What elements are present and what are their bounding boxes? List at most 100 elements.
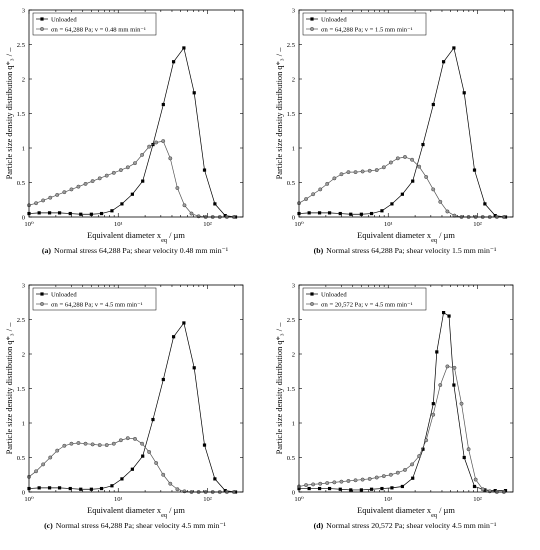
point-loaded <box>431 412 436 417</box>
point-unloaded <box>202 443 207 447</box>
point-unloaded <box>120 202 124 206</box>
series-line-unloaded <box>28 47 236 218</box>
plot-frame <box>298 9 514 218</box>
point-unloaded <box>141 454 145 458</box>
point-unloaded <box>307 211 311 215</box>
point-unloaded <box>369 211 374 216</box>
point-unloaded <box>99 486 104 491</box>
point-unloaded <box>338 487 342 491</box>
point-unloaded <box>47 211 52 215</box>
legend-label: Unloaded <box>51 291 77 298</box>
point-unloaded <box>338 211 342 216</box>
point-unloaded <box>130 192 134 196</box>
point-loaded <box>41 462 46 467</box>
point-loaded <box>403 155 407 159</box>
x-tick-label: 10¹ <box>114 496 123 503</box>
point-loaded <box>196 214 201 219</box>
point-loaded <box>161 472 166 477</box>
legend: Unloaded σn = 64,288 Pa; v = 0.48 mm min⁻… <box>32 12 157 36</box>
series-line-unloaded <box>28 322 236 493</box>
point-loaded <box>381 165 386 170</box>
point-loaded <box>118 438 123 443</box>
point-loaded <box>140 441 145 446</box>
caption-b: (b) Normal stress 64,288 Pa; shear veloci… <box>270 246 540 255</box>
point-loaded <box>360 169 365 174</box>
x-axis-label: Equivalent diameter xeq / µm <box>357 506 455 519</box>
point-unloaded <box>327 486 332 491</box>
point-loaded <box>154 461 159 465</box>
chart-svg-c: 0 0.5 1 1.5 2 2.5 3 10⁰ 10¹ 10² Unloaded σn = 64,28… <box>5 282 244 519</box>
y-tick-label: 2 <box>292 351 295 358</box>
point-loaded <box>424 175 429 179</box>
point-loaded <box>339 172 344 177</box>
point-loaded <box>304 197 308 201</box>
point-loaded <box>90 442 95 447</box>
legend-label: Unloaded <box>321 16 347 23</box>
point-unloaded <box>79 212 83 216</box>
point-unloaded <box>68 486 72 491</box>
point-loaded <box>125 436 130 441</box>
series-line-unloaded <box>298 47 506 218</box>
point-unloaded <box>161 102 165 107</box>
point-unloaded <box>390 202 394 206</box>
y-tick-label: 1.5 <box>17 386 26 393</box>
series-line-loaded <box>298 156 504 218</box>
point-loaded <box>182 203 187 208</box>
point-unloaded <box>57 486 62 490</box>
point-loaded <box>367 476 372 481</box>
caption-a: (a) Normal stress 64,288 Pa; shear veloci… <box>0 246 270 255</box>
legend-marker-circle <box>310 302 314 306</box>
y-tick-label: 0 <box>22 489 26 496</box>
point-unloaded <box>411 476 415 480</box>
point-loaded <box>69 441 74 446</box>
y-tick-label: 1 <box>292 420 295 427</box>
point-loaded <box>438 199 443 204</box>
x-axis-label: Equivalent diameter xeq / µm <box>87 231 185 244</box>
legend-marker-circle <box>310 27 314 31</box>
point-unloaded <box>110 484 114 488</box>
point-loaded <box>41 198 46 203</box>
y-tick-label: 2.5 <box>17 42 26 49</box>
point-unloaded <box>37 486 41 490</box>
point-loaded <box>76 441 81 445</box>
point-loaded <box>311 482 316 487</box>
legend-marker-square <box>40 292 44 296</box>
chart-panel-c: 0 0.5 1 1.5 2 2.5 3 10⁰ 10¹ 10² Unloaded σn = 64,28… <box>0 275 270 550</box>
point-unloaded <box>182 46 186 50</box>
point-unloaded <box>452 46 456 50</box>
y-tick-label: 2.5 <box>287 317 296 324</box>
point-loaded <box>168 156 173 161</box>
point-unloaded <box>47 486 52 490</box>
point-unloaded <box>182 321 186 325</box>
legend-marker-circle <box>40 27 44 31</box>
point-loaded <box>417 454 422 459</box>
point-loaded <box>332 176 337 181</box>
point-loaded <box>55 448 60 453</box>
point-loaded <box>133 161 137 166</box>
legend-box <box>302 12 427 36</box>
point-loaded <box>381 474 386 479</box>
point-unloaded <box>452 383 456 387</box>
legend-label: σn = 64,288 Pa; v = 1.5 mm min⁻¹ <box>321 26 413 33</box>
point-loaded <box>395 156 400 161</box>
point-loaded <box>168 481 173 486</box>
point-unloaded <box>380 486 384 491</box>
y-tick-label: 1 <box>22 420 25 427</box>
point-loaded <box>62 190 67 195</box>
point-loaded <box>90 179 95 184</box>
point-unloaded <box>431 402 435 406</box>
point-loaded <box>325 181 330 186</box>
point-loaded <box>388 160 393 165</box>
point-unloaded <box>192 366 196 370</box>
point-loaded <box>438 383 443 387</box>
point-unloaded <box>359 212 363 216</box>
chart-panel-d: 0 0.5 1 1.5 2 2.5 3 10⁰ 10¹ 10² Unloaded σn = 20,57… <box>270 275 540 550</box>
point-loaded <box>374 168 379 173</box>
point-unloaded <box>89 212 93 216</box>
x-tick-label: 10¹ <box>384 496 393 503</box>
point-unloaded <box>441 311 446 315</box>
point-loaded <box>111 441 116 446</box>
point-unloaded <box>493 214 497 218</box>
y-tick-label: 1.5 <box>287 111 296 118</box>
caption-text-c: Normal stress 64,288 Pa; shear velocity … <box>55 521 226 530</box>
